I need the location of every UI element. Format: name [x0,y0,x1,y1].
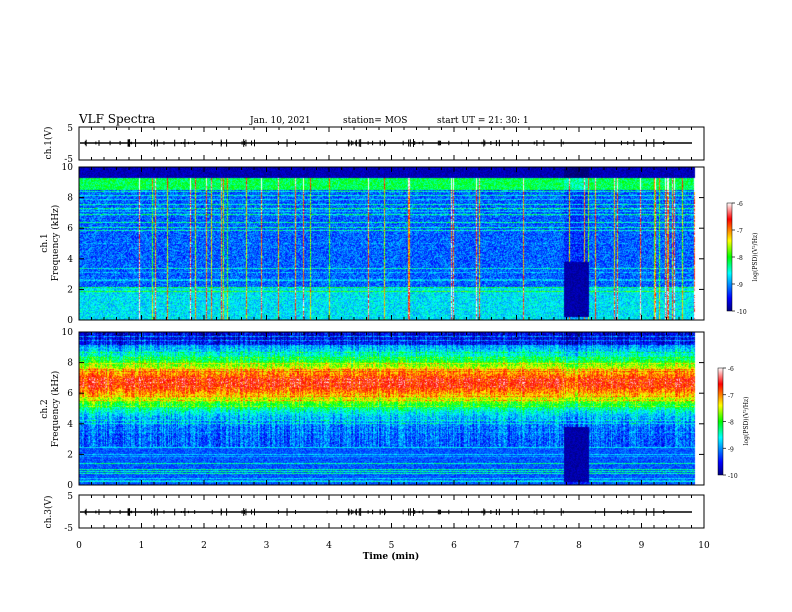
freq-tick-label: 10 [62,328,74,338]
ch1-ytick-bottom: -5 [64,155,73,165]
ch1-colorbar: -6 -7 -8 -9 -10 log(PSD)(V²/Hz) [726,201,759,316]
freq-tick-label: 2 [67,450,73,460]
freq-tick-label: 6 [67,389,73,399]
freq-tick-label: 10 [62,163,74,173]
figure-title: VLF Spectra [78,112,155,126]
ch2-spectrogram-ylabel-line1: ch.2 [40,399,50,418]
ch1-colorbar-gradient [726,202,733,312]
x-tick-label: 9 [639,541,645,551]
date-label: Jan. 10, 2021 [249,116,311,126]
ch2-colorbar: -6 -7 -8 -9 -10 log(PSD)(V²/Hz) [717,366,750,480]
freq-tick-label: 8 [67,194,73,204]
freq-tick-label: 2 [67,285,73,295]
freq-tick-label: 4 [67,255,73,265]
colorbar-tick-label: -10 [728,473,738,480]
colorbar-tick-label: -6 [737,201,743,208]
colorbar-tick-label: -7 [737,228,743,235]
ch3-ytick-top: 5 [67,492,73,502]
x-tick-label: 0 [76,541,82,551]
colorbar-tick-label: -8 [737,255,743,262]
colorbar-tick-label: -9 [737,282,743,289]
ch1-spectrogram-panel: 0 2 4 6 8 10 ch.1 Frequency (kHz) [40,163,705,326]
ch3-waveform-spikes [84,508,665,516]
colorbar-tick-label: -7 [728,393,734,400]
colorbar-tick-label: -6 [728,366,734,373]
x-axis-label: Time (min) [363,551,420,562]
station-label: station= MOS [343,116,407,126]
x-tick-label: 2 [201,541,207,551]
ch1-waveform-ylabel: ch.1(V) [43,127,54,160]
ch2-spectrogram-panel: 0 2 4 6 8 10 ch.2 Frequency (kHz) [40,328,705,491]
x-tick-label: 8 [576,541,582,551]
ch3-ytick-bottom: -5 [64,524,73,534]
ch1-spectrogram-ylabel-line1: ch.1 [40,233,50,252]
freq-tick-label: 0 [67,316,73,326]
freq-tick-label: 0 [67,481,73,491]
x-tick-label: 6 [451,541,457,551]
ch2-spectrogram-ylabel-line2: Frequency (kHz) [50,371,61,448]
x-tick-label: 5 [389,541,395,551]
freq-tick-label: 8 [67,359,73,369]
ch3-waveform-panel: 5 -5 ch.3(V) [43,492,705,534]
ch3-waveform-ylabel: ch.3(V) [43,496,54,529]
x-tick-label: 1 [139,541,145,551]
ch2-colorbar-gradient [717,367,724,476]
colorbar-tick-label: -9 [728,446,734,453]
ch1-ytick-top: 5 [67,124,73,134]
x-tick-label: 4 [326,541,332,551]
ch1-spectrogram-ylabel-line2: Frequency (kHz) [50,205,61,282]
x-tick-label: 3 [264,541,270,551]
ch1-waveform-panel: 5 -5 ch.1(V) [43,124,705,165]
ch1-colorbar-label: log(PSD)(V²/Hz) [752,233,759,282]
colorbar-tick-label: -8 [728,420,734,427]
ch1-spectrogram-image [79,167,704,320]
start-time-label: start UT = 21: 30: 1 [437,116,529,126]
ch2-spectrogram-image [79,332,704,485]
x-tick-label: 7 [514,541,520,551]
colorbar-tick-label: -10 [737,309,747,316]
freq-tick-label: 6 [67,224,73,234]
ch1-waveform-spikes [84,139,665,147]
freq-tick-label: 4 [67,420,73,430]
x-tick-label: 10 [698,541,710,551]
ch2-colorbar-label: log(PSD)(V²/Hz) [743,397,750,446]
